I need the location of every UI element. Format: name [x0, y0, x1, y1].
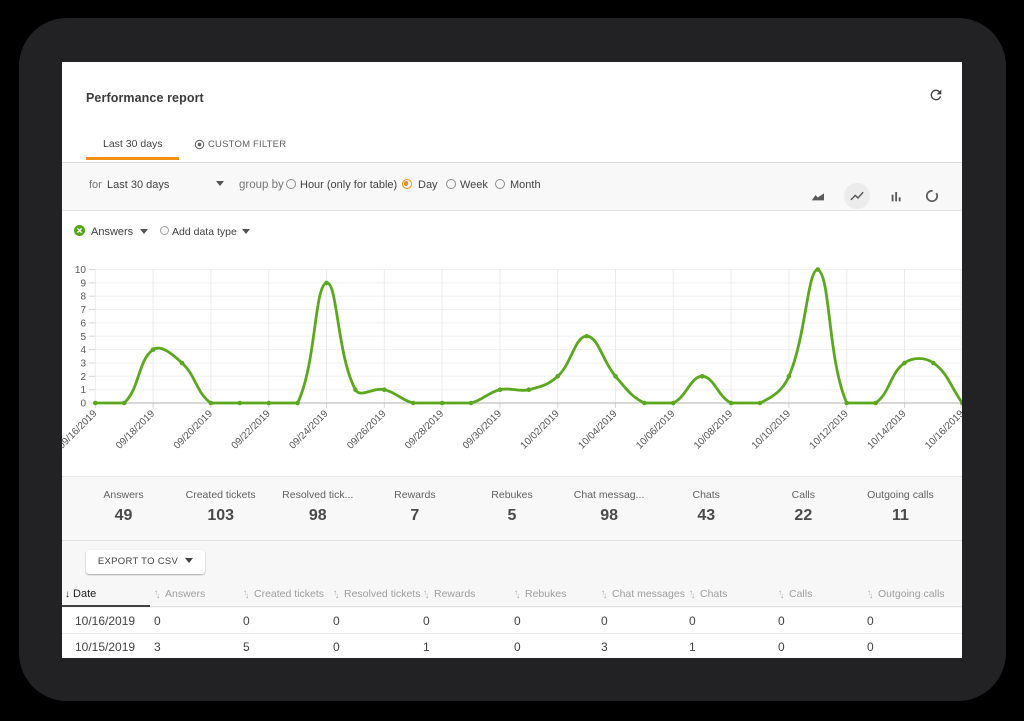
- svg-text:0: 0: [80, 399, 86, 410]
- svg-text:10/12/2019: 10/12/2019: [808, 408, 851, 451]
- svg-text:09/22/2019: 09/22/2019: [230, 408, 273, 451]
- svg-text:4: 4: [80, 345, 86, 356]
- svg-text:9: 9: [80, 278, 86, 289]
- svg-text:10/14/2019: 10/14/2019: [865, 408, 908, 451]
- svg-text:09/16/2019: 09/16/2019: [62, 408, 100, 451]
- svg-text:1: 1: [80, 385, 86, 396]
- svg-text:8: 8: [80, 292, 86, 303]
- svg-text:10: 10: [75, 265, 87, 276]
- svg-text:10/10/2019: 10/10/2019: [750, 408, 793, 451]
- svg-text:10/06/2019: 10/06/2019: [634, 408, 677, 451]
- svg-text:09/26/2019: 09/26/2019: [345, 408, 388, 451]
- svg-text:7: 7: [80, 305, 86, 316]
- svg-text:09/28/2019: 09/28/2019: [403, 408, 446, 451]
- svg-text:09/18/2019: 09/18/2019: [114, 408, 157, 451]
- svg-text:10/04/2019: 10/04/2019: [576, 408, 619, 451]
- svg-text:09/30/2019: 09/30/2019: [461, 408, 504, 451]
- svg-text:09/20/2019: 09/20/2019: [172, 408, 215, 451]
- svg-text:09/24/2019: 09/24/2019: [287, 408, 330, 451]
- svg-text:2: 2: [80, 372, 86, 383]
- svg-text:10/08/2019: 10/08/2019: [692, 408, 735, 451]
- svg-text:5: 5: [80, 332, 86, 343]
- svg-text:3: 3: [80, 359, 86, 370]
- svg-text:6: 6: [80, 318, 86, 329]
- svg-text:10/16/2019: 10/16/2019: [923, 408, 962, 451]
- svg-text:10/02/2019: 10/02/2019: [519, 408, 562, 451]
